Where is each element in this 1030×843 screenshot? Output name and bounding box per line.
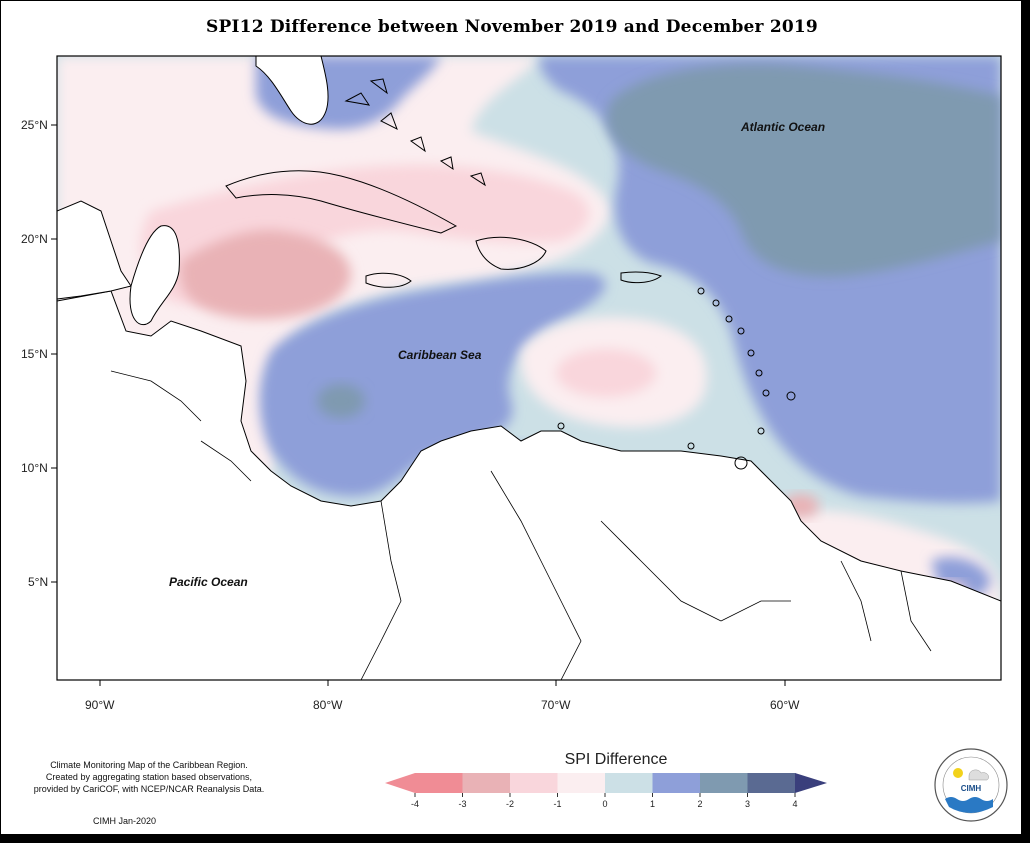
land-jamaica [365, 272, 412, 288]
land-puerto-rico [620, 271, 662, 284]
map-credits: Climate Monitoring Map of the Caribbean … [21, 759, 277, 795]
lesser-antilles-islands [557, 287, 796, 470]
lat-tick-label: 20°N [21, 232, 48, 246]
colorbar-segment [652, 773, 701, 793]
legend-title: SPI Difference [564, 751, 668, 768]
pacific-ocean-label: Pacific Ocean [169, 575, 248, 589]
credit-line: provided by CariCOF, with NCEP/NCAR Rean… [33, 784, 265, 794]
spi-colorbar: -4 -3 -2 -1 0 1 2 3 4 [385, 773, 827, 809]
colorbar-segment [700, 773, 748, 793]
spi-region-strong-negative [179, 230, 351, 320]
colorbar-tick-label: -3 [458, 799, 466, 809]
colorbar-segment [510, 773, 558, 793]
lon-tick-label: 90°W [85, 698, 115, 712]
caribbean-sea-label: Caribbean Sea [398, 348, 482, 362]
land-cuba [225, 170, 458, 234]
map-border [56, 55, 1002, 681]
cimh-logo-text: CIMH [961, 784, 982, 793]
colorbar-segment [557, 773, 606, 793]
date-note: CIMH Jan-2020 [93, 816, 157, 826]
spi-field: Atlantic Ocean Caribbean Sea Pacific Oce… [57, 56, 1001, 680]
land-mexico-north [57, 200, 132, 300]
colorbar-tick-label: -4 [411, 799, 419, 809]
colorbar-tick-label: -1 [553, 799, 561, 809]
lat-tick-label: 10°N [21, 461, 48, 475]
sun-icon [953, 768, 963, 778]
spi-region-caribbean-dark-blob [317, 384, 365, 418]
credit-line: Created by aggregating station based obs… [45, 772, 253, 782]
colorbar-tick-label: 1 [650, 799, 655, 809]
latitude-axis: 25°N 20°N 15°N 10°N 5°N [21, 118, 57, 589]
credit-line: Climate Monitoring Map of the Caribbean … [50, 760, 248, 770]
colorbar-segment [605, 773, 653, 793]
longitude-axis: 90°W 80°W 70°W 60°W [85, 680, 800, 712]
cimh-logo: CIMH [934, 748, 1008, 822]
colorbar-arrow-min [385, 773, 415, 793]
country-borders [110, 370, 932, 680]
colorbar-segment [462, 773, 511, 793]
colorbar-tick-label: 2 [697, 799, 702, 809]
land-central-america [57, 290, 1001, 680]
waves-icon [945, 797, 993, 813]
spi-region-caribbean-positive [259, 272, 606, 497]
colorbar-segment [747, 773, 796, 793]
colorbar-tick-label: 4 [792, 799, 797, 809]
lon-tick-label: 70°W [541, 698, 571, 712]
colorbar-tick-label: -2 [506, 799, 514, 809]
lat-tick-label: 15°N [21, 347, 48, 361]
spi-region-atlantic-strong-positive [606, 64, 1001, 277]
lon-tick-label: 80°W [313, 698, 343, 712]
spi-region-antilles-pink-core [556, 349, 656, 397]
colorbar-arrow-max [795, 773, 827, 793]
lat-tick-label: 25°N [21, 118, 48, 132]
lon-tick-label: 60°W [770, 698, 800, 712]
colorbar-tick-label: 0 [602, 799, 607, 809]
bahamas-islands [344, 78, 486, 187]
map-title: SPI12 Difference between November 2019 a… [206, 17, 818, 37]
land-yucatan [129, 225, 180, 326]
cloud-icon [968, 769, 989, 781]
land-florida [255, 56, 329, 125]
colorbar-tick-label: 3 [745, 799, 750, 809]
lat-tick-label: 5°N [28, 575, 48, 589]
atlantic-ocean-label: Atlantic Ocean [740, 120, 825, 134]
colorbar-segment [415, 773, 463, 793]
land-hispaniola [475, 236, 547, 270]
